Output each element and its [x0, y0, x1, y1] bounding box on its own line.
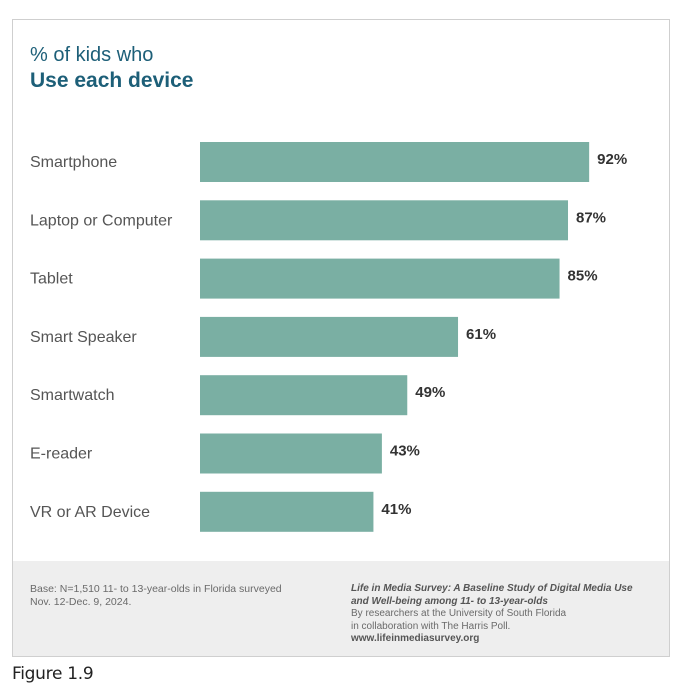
bar-chart: Smartphone 92% Laptop or Computer 87% Tablet…	[30, 142, 627, 532]
category-label: Smartwatch	[30, 387, 114, 404]
source-line2: in collaboration with The Harris Poll.	[351, 620, 511, 632]
bar	[200, 433, 382, 474]
figure-caption: Figure 1.9	[12, 664, 94, 684]
category-label: VR or AR Device	[30, 504, 150, 521]
value-label: 85%	[568, 268, 598, 285]
category-label: Laptop or Computer	[30, 212, 173, 229]
source-url: www.lifeinmediasurvey.org	[351, 633, 480, 644]
category-label: E-reader	[30, 446, 93, 463]
value-label: 49%	[415, 384, 445, 401]
value-label: 92%	[597, 151, 627, 168]
value-label: 87%	[576, 209, 606, 226]
bar	[200, 258, 560, 299]
value-label: 61%	[466, 326, 496, 343]
base-note: Base: N=1,510 11- to 13-year-olds in Flo…	[30, 583, 320, 609]
source-title-line1: Life in Media Survey: A Baseline Study o…	[351, 583, 633, 594]
chart-title-line2: Use each device	[30, 69, 194, 92]
value-label: 43%	[390, 443, 420, 460]
base-note-line2: Nov. 12-Dec. 9, 2024.	[30, 596, 132, 608]
bar	[200, 375, 408, 416]
chart-footer: Base: N=1,510 11- to 13-year-olds in Flo…	[13, 561, 669, 656]
base-note-line1: Base: N=1,510 11- to 13-year-olds in Flo…	[30, 583, 282, 595]
source-note: Life in Media Survey: A Baseline Study o…	[351, 583, 661, 646]
category-label: Smartphone	[30, 154, 117, 171]
source-line1: By researchers at the University of Sout…	[351, 608, 567, 619]
category-label: Smart Speaker	[30, 329, 137, 346]
bar	[200, 491, 374, 532]
chart-title-line1: % of kids who	[30, 44, 154, 66]
chart-card: % of kids who Use each device Smartphone…	[12, 19, 670, 657]
bar	[200, 200, 569, 241]
bar	[200, 142, 590, 182]
value-label: 41%	[381, 501, 411, 518]
category-label: Tablet	[30, 271, 73, 288]
bar	[200, 316, 459, 357]
source-title-line2: and Well-being among 11- to 13-year-olds	[351, 595, 548, 607]
